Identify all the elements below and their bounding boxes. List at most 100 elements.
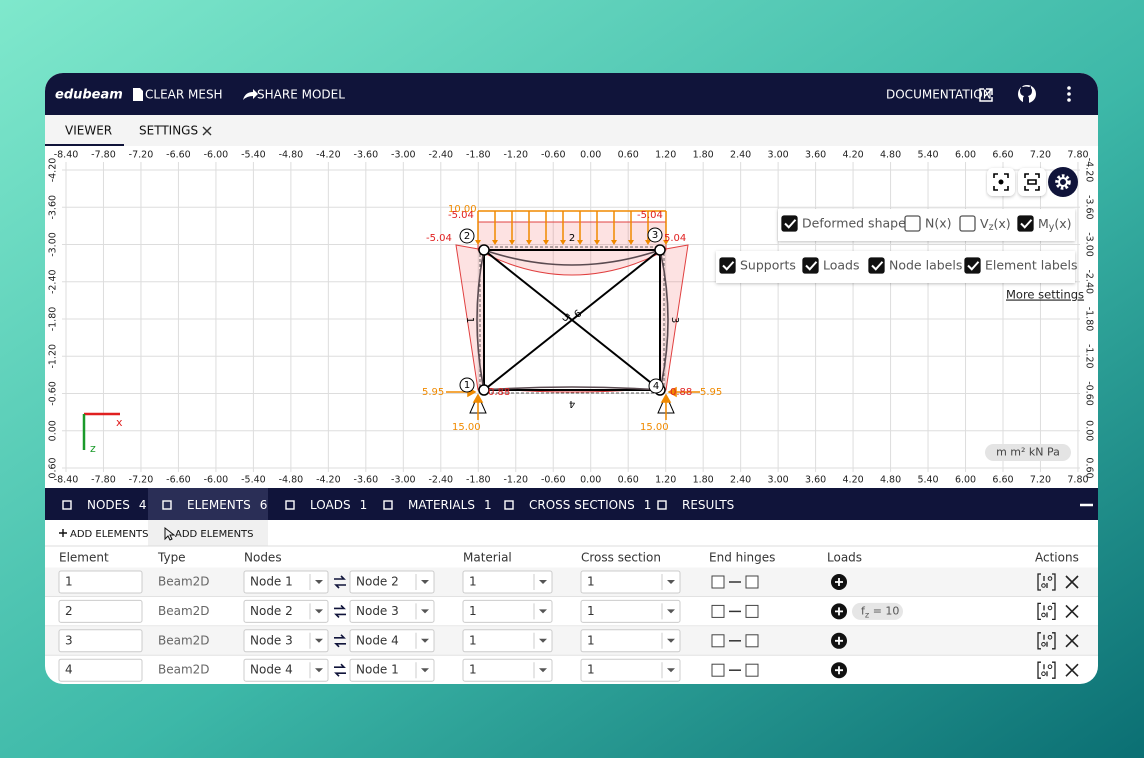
input[interactable] xyxy=(462,629,553,653)
checkbox[interactable] xyxy=(781,215,798,232)
checkbox[interactable] xyxy=(904,215,921,232)
checkbox[interactable] xyxy=(868,257,885,274)
ruler-label: 4.80 xyxy=(880,150,901,161)
arrow xyxy=(421,638,429,643)
hinge-box[interactable] xyxy=(711,663,725,677)
arrow xyxy=(315,609,323,614)
ruler-label: 0.60 xyxy=(618,475,639,486)
input-value: 4 xyxy=(65,663,73,677)
checkbox[interactable] xyxy=(959,215,976,232)
units-pill[interactable] xyxy=(985,444,1071,461)
active-panel-tab xyxy=(148,488,268,520)
documentation[interactable]: DOCUMENTATION xyxy=(886,88,992,102)
matrix-icon[interactable] xyxy=(1037,602,1056,621)
input-value: 1 xyxy=(469,633,477,647)
hinge-box[interactable] xyxy=(711,575,725,589)
hinge-box[interactable] xyxy=(745,634,759,648)
panel-tab[interactable]: LOADS 1 xyxy=(310,498,367,512)
panel-tab[interactable]: ELEMENTS 6 xyxy=(187,498,267,512)
input-value: Node 4 xyxy=(356,633,399,647)
delete-icon[interactable] xyxy=(1065,663,1079,677)
input[interactable] xyxy=(462,658,553,682)
matrix-icon[interactable] xyxy=(1037,632,1056,650)
hinge-box[interactable] xyxy=(711,634,725,648)
ruler-label: 0.60 xyxy=(618,150,639,161)
load-pill[interactable] xyxy=(852,602,903,620)
center-icon xyxy=(993,173,1009,191)
more-settings[interactable]: More settings xyxy=(1006,288,1084,302)
input[interactable] xyxy=(58,629,143,653)
fit-button[interactable] xyxy=(1018,168,1046,196)
share-model[interactable]: SHARE MODEL xyxy=(257,88,345,102)
ruler-label: -2.40 xyxy=(48,269,59,294)
swap-icon[interactable] xyxy=(334,634,346,648)
matrix-zero xyxy=(1041,583,1046,588)
hinge-box[interactable] xyxy=(745,604,759,618)
input[interactable] xyxy=(580,658,681,682)
label: Loads xyxy=(823,258,860,273)
ruler-label: 2.40 xyxy=(730,475,751,486)
input[interactable] xyxy=(462,599,553,623)
input[interactable] xyxy=(580,599,681,623)
tab-settings[interactable]: SETTINGS xyxy=(139,124,198,138)
tab-label: NODES xyxy=(87,498,130,512)
swap-icon[interactable] xyxy=(334,663,346,677)
input[interactable] xyxy=(349,658,435,682)
ruler-label: -4.80 xyxy=(279,475,304,486)
input[interactable] xyxy=(462,570,553,594)
input[interactable] xyxy=(243,629,329,653)
arrow xyxy=(315,580,323,584)
input[interactable] xyxy=(349,599,435,623)
close-tab[interactable] xyxy=(202,126,212,136)
checkbox[interactable] xyxy=(719,257,736,274)
input[interactable] xyxy=(349,629,435,653)
input[interactable] xyxy=(58,599,143,623)
hinge-box[interactable] xyxy=(711,604,725,618)
annotation: 10.00 xyxy=(448,204,477,215)
arrow xyxy=(421,580,429,584)
delete-icon[interactable] xyxy=(1065,575,1079,589)
ruler-label: 0.00 xyxy=(48,420,59,441)
checkbox[interactable] xyxy=(1017,215,1034,232)
panel-tab[interactable]: NODES 4 xyxy=(87,498,147,512)
clear-mesh[interactable]: CLEAR MESH xyxy=(145,88,223,102)
input-value: 1 xyxy=(587,633,595,647)
input[interactable] xyxy=(58,658,143,682)
input[interactable] xyxy=(243,570,329,594)
matrix-icon[interactable] xyxy=(1037,573,1056,591)
sub-tab-label[interactable]: ADD ELEMENTS xyxy=(175,529,254,540)
swap-icon[interactable] xyxy=(334,575,346,589)
checkbox[interactable] xyxy=(802,257,819,274)
sub-tab-label[interactable]: ADD ELEMENTS xyxy=(70,529,149,540)
ruler-label: -3.60 xyxy=(354,475,379,486)
tab-count: 1 xyxy=(644,498,652,512)
panel-tab[interactable]: RESULTS xyxy=(682,498,734,512)
delete-icon[interactable] xyxy=(1065,634,1079,648)
arrow xyxy=(539,609,547,614)
ruler-label: -3.60 xyxy=(48,195,59,220)
input[interactable] xyxy=(349,570,435,594)
layer-panel xyxy=(716,251,1075,283)
panel-tab[interactable]: MATERIALS 1 xyxy=(408,498,492,512)
input[interactable] xyxy=(580,570,681,594)
swap-icon[interactable] xyxy=(334,604,346,618)
hinge-box[interactable] xyxy=(745,575,759,589)
checkbox[interactable] xyxy=(964,257,981,274)
ruler-label: -3.60 xyxy=(354,150,379,161)
ruler-label: 6.00 xyxy=(955,475,976,486)
arrow xyxy=(421,668,429,673)
matrix-icon[interactable] xyxy=(1037,661,1056,679)
input[interactable] xyxy=(58,570,143,594)
menu[interactable] xyxy=(1067,86,1071,102)
panel-tab[interactable]: CROSS SECTIONS 1 xyxy=(529,498,651,512)
input[interactable] xyxy=(243,599,329,623)
matrix-zero xyxy=(1041,671,1046,677)
arrow xyxy=(315,668,323,673)
tab-viewer[interactable]: VIEWER xyxy=(65,124,112,138)
delete-icon[interactable] xyxy=(1065,604,1079,618)
settings-button[interactable] xyxy=(1048,167,1078,197)
input[interactable] xyxy=(580,629,681,653)
input[interactable] xyxy=(243,658,329,682)
hinge-box[interactable] xyxy=(745,663,759,677)
input-value: Node 3 xyxy=(250,633,293,647)
